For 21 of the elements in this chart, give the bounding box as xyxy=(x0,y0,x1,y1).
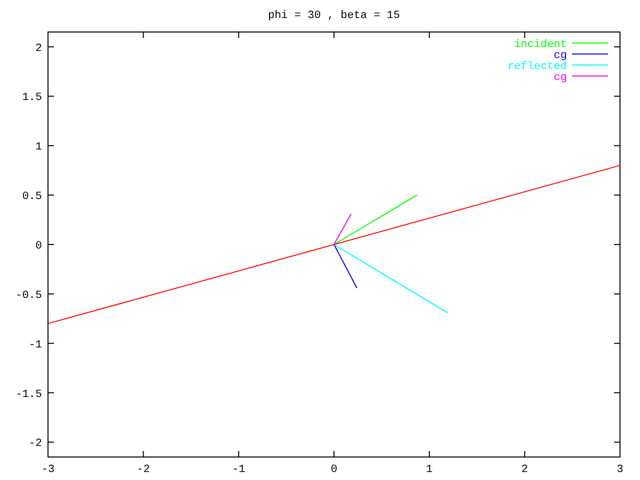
legend-label: cg xyxy=(554,50,567,62)
legend-label: incident xyxy=(514,39,567,51)
legend-label: reflected xyxy=(508,61,567,73)
y-tick-label: 1 xyxy=(35,142,42,154)
x-tick-label: -2 xyxy=(136,464,150,476)
x-tick-label: 1 xyxy=(426,464,434,476)
y-tick-label: -1.5 xyxy=(16,388,42,401)
y-tick-label: -2 xyxy=(28,438,42,450)
legend-label: cg xyxy=(554,72,567,84)
x-tick-label: 3 xyxy=(616,464,624,476)
x-tick-label: -3 xyxy=(41,464,55,476)
x-tick-label: -1 xyxy=(232,464,246,476)
y-tick-label: -1 xyxy=(28,339,42,352)
x-tick-label: 0 xyxy=(330,464,338,476)
x-tick-label: 2 xyxy=(521,464,528,476)
y-tick-label: 0.5 xyxy=(22,191,42,204)
y-tick-label: -0.5 xyxy=(16,290,42,302)
y-tick-label: 1.5 xyxy=(22,92,42,104)
y-tick-label: 0 xyxy=(35,240,42,252)
y-tick-label: 2 xyxy=(35,42,42,55)
chart-title: phi = 30 , beta = 15 xyxy=(268,10,400,22)
